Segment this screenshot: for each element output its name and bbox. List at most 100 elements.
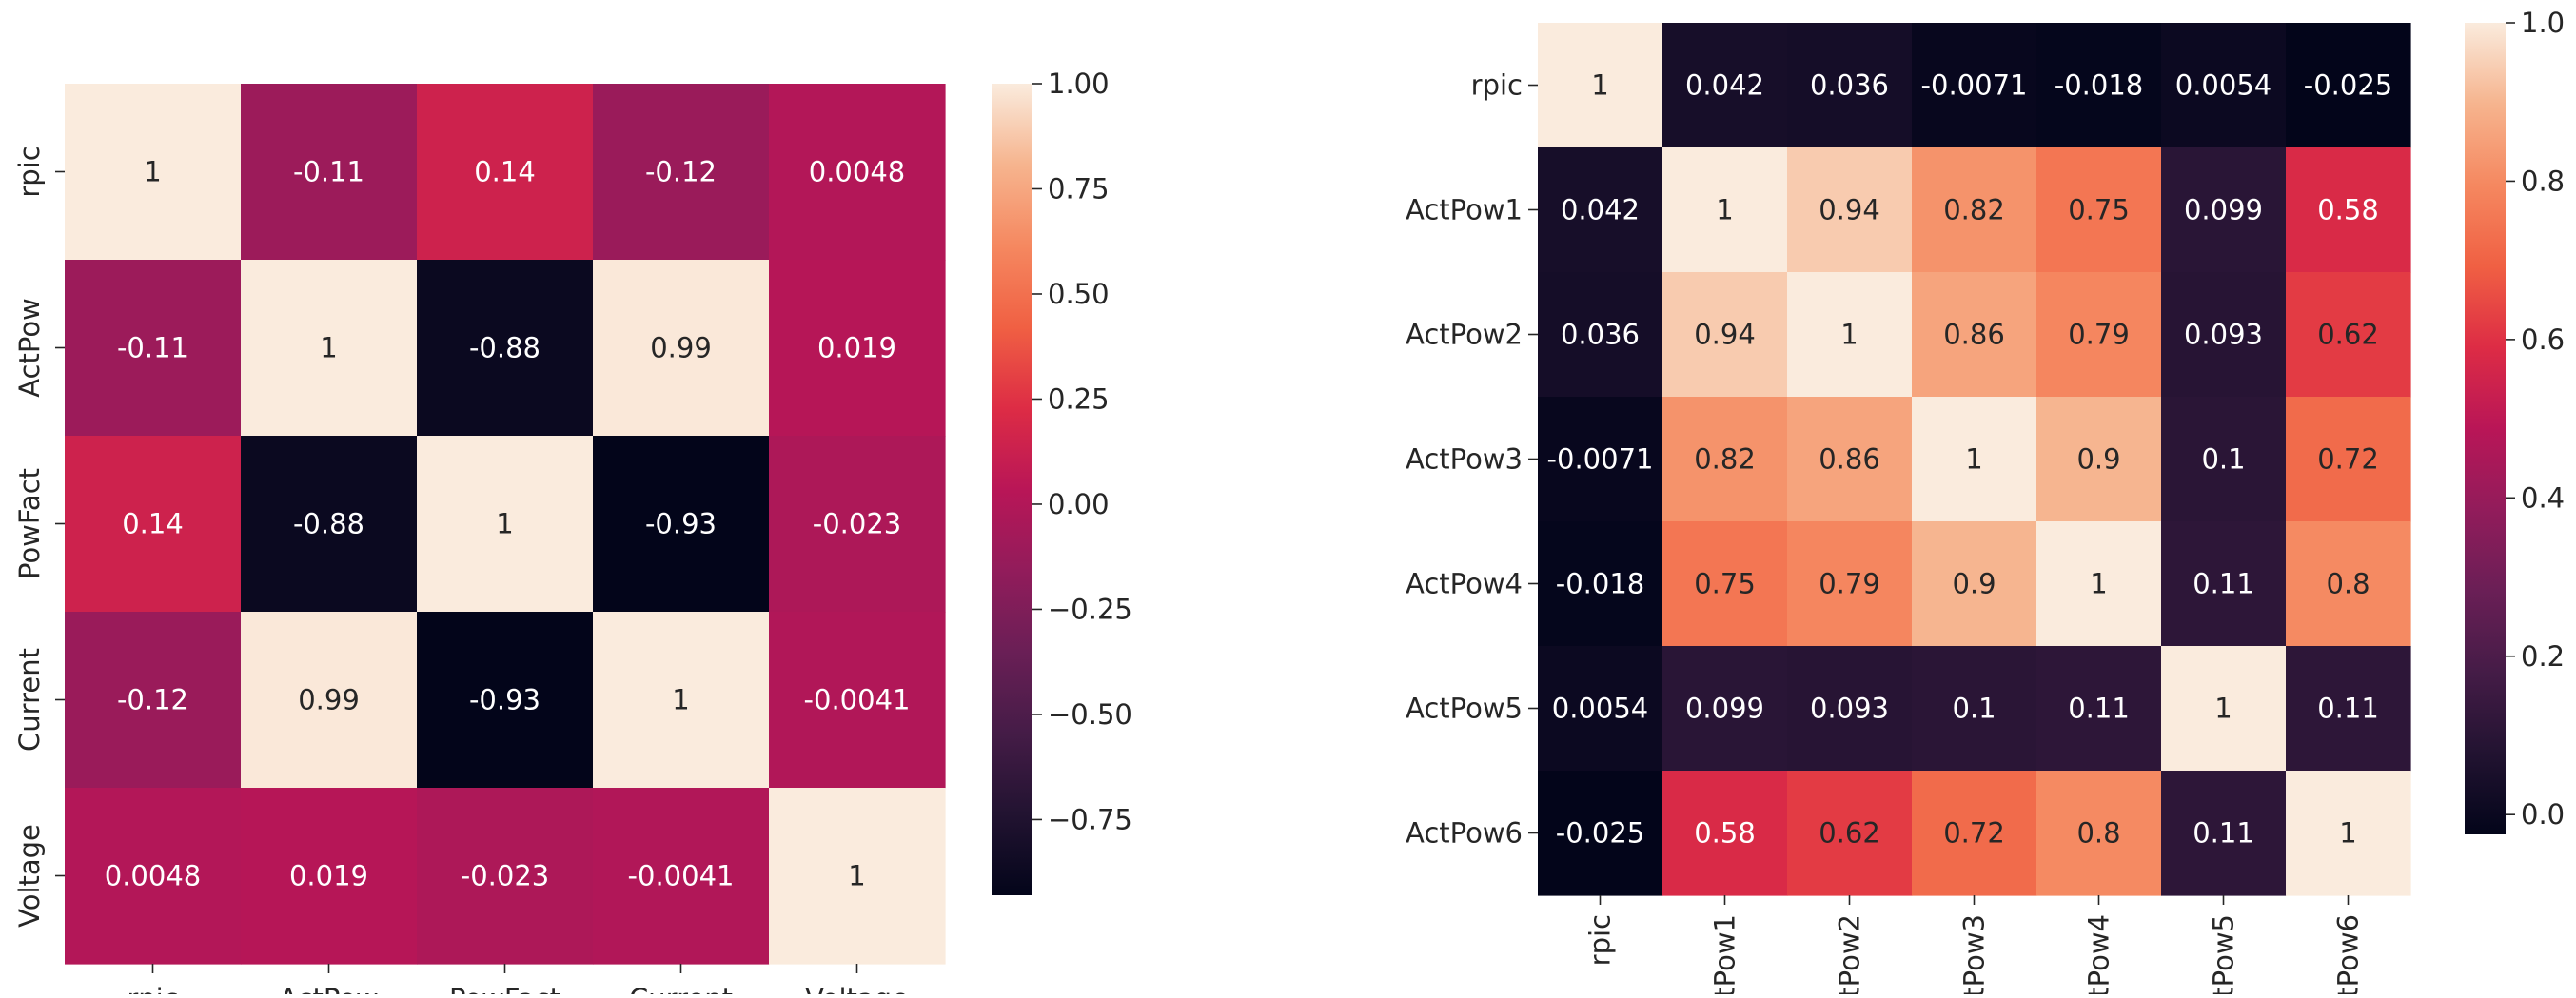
heatmap-cell [593,788,770,965]
cell-annotation: 0.9 [2076,443,2120,476]
cell-annotation: 0.99 [650,332,712,364]
cell-annotation: -0.88 [469,332,541,364]
heatmap-cell [241,788,418,965]
cell-annotation: 0.11 [2317,693,2379,725]
heatmap-cell [1662,521,1788,647]
cell-annotation: 0.036 [1810,69,1889,102]
heatmap-cell [593,612,770,789]
cell-annotation: 1 [1591,69,1608,102]
heatmap-cell [65,436,242,613]
colorbar-tick-label: 0.6 [2521,323,2565,356]
colorbar [2465,23,2506,834]
heatmap-cell [1538,147,1663,273]
heatmap-cell [65,84,242,261]
cell-annotation: 1 [2339,817,2356,850]
cell-annotation: 0.58 [1694,817,1756,850]
x-tick-label: ActPow5 [2208,914,2240,994]
colorbar [992,84,1032,895]
x-tick-label: rpic [1584,914,1617,966]
heatmap-cell [1787,521,1913,647]
cell-annotation: -0.0041 [804,684,911,716]
heatmap-cell [1538,272,1663,398]
cell-annotation: 0.58 [2317,194,2379,226]
heatmap-cell [1662,771,1788,896]
heatmap-cell [1912,521,2037,647]
colorbar-tick-label: 1.00 [1048,68,1110,100]
cell-annotation: 0.62 [1819,817,1880,850]
x-tick-label: Voltage [805,983,909,994]
cell-annotation: -0.025 [1556,817,1645,850]
heatmap-cell [2161,23,2287,148]
cell-annotation: 1 [1840,319,1858,351]
cell-annotation: 1 [496,508,513,540]
heatmap-cell [769,612,946,789]
heatmap-cell [65,260,242,437]
heatmap-cell [2286,397,2411,522]
heatmap-chart-right: 1 0.042 0.036 -0.0071 -0.018 0.0054 -0.025 0.04… [1406,7,2565,998]
heatmap-cell [1662,397,1788,522]
colorbar-tick-label: 0.50 [1048,278,1110,310]
heatmap-cell [1787,646,1913,772]
cell-annotation: -0.023 [461,860,550,892]
cell-annotation: 0.11 [2193,568,2254,600]
cell-annotation: -0.0041 [628,860,735,892]
colorbar-tick-label: 0.25 [1048,382,1110,415]
cell-annotation: -0.88 [293,508,364,540]
heatmap-cell [1538,646,1663,772]
heatmap-cell [1787,771,1913,896]
cell-annotation: 1 [848,860,865,892]
colorbar-tick-label: −0.50 [1048,698,1132,731]
heatmap-cell [65,788,242,965]
y-tick-label: rpic [13,146,46,197]
heatmap-cell [241,436,418,613]
heatmap-cell [1787,23,1913,148]
heatmap-cell [1912,272,2037,398]
cell-annotation: 0.72 [1943,817,2005,850]
cell-annotation: 0.94 [1694,319,1756,351]
x-tick-label: ActPow2 [1834,914,1866,994]
heatmap-cell [2286,771,2411,896]
cell-annotation: -0.023 [813,508,902,540]
cell-annotation: -0.11 [117,332,188,364]
heatmap-cell [417,84,594,261]
heatmap-cell [2286,147,2411,273]
cell-annotation: 0.82 [1943,194,2005,226]
heatmap-cell [769,84,946,261]
heatmap-cell [1662,23,1788,148]
y-tick-label: ActPow2 [1406,319,1523,351]
cell-annotation: 0.75 [1694,568,1756,600]
y-tick-label: Voltage [13,824,46,928]
heatmap-cell [1912,23,2037,148]
heatmap-cell [2161,521,2287,647]
cell-annotation: -0.93 [645,508,717,540]
heatmap-cell [1912,147,2037,273]
cell-annotation: 0.0048 [105,860,201,892]
heatmap-cell [2161,272,2287,398]
cell-annotation: 0.042 [1561,194,1640,226]
heatmap-cell [417,260,594,437]
heatmap-cell [2161,397,2287,522]
cell-annotation: 0.79 [1819,568,1880,600]
cell-annotation: 0.099 [2184,194,2263,226]
colorbar-tick-label: 0.8 [2521,165,2565,197]
heatmap-cell [2161,771,2287,896]
x-tick-label: Current [629,983,733,994]
x-tick-label: ActPow3 [1958,914,1991,994]
cell-annotation: 0.093 [1810,693,1889,725]
y-tick-label: rpic [1471,69,1523,102]
heatmap-cell [2036,147,2162,273]
cell-annotation: 0.0048 [809,156,905,188]
cell-annotation: -0.12 [117,684,188,716]
cell-annotation: -0.11 [293,156,364,188]
cell-annotation: 0.14 [474,156,536,188]
heatmap-cell [2286,23,2411,148]
y-tick-label: ActPow5 [1406,693,1523,725]
y-tick-label: PowFact [13,468,46,579]
y-tick-label: ActPow6 [1406,817,1523,850]
x-tick-label: rpic [127,983,178,994]
cell-annotation: -0.12 [645,156,717,188]
cell-annotation: 0.0054 [2175,69,2271,102]
heatmap-cell [2036,272,2162,398]
cell-annotation: 0.62 [2317,319,2379,351]
